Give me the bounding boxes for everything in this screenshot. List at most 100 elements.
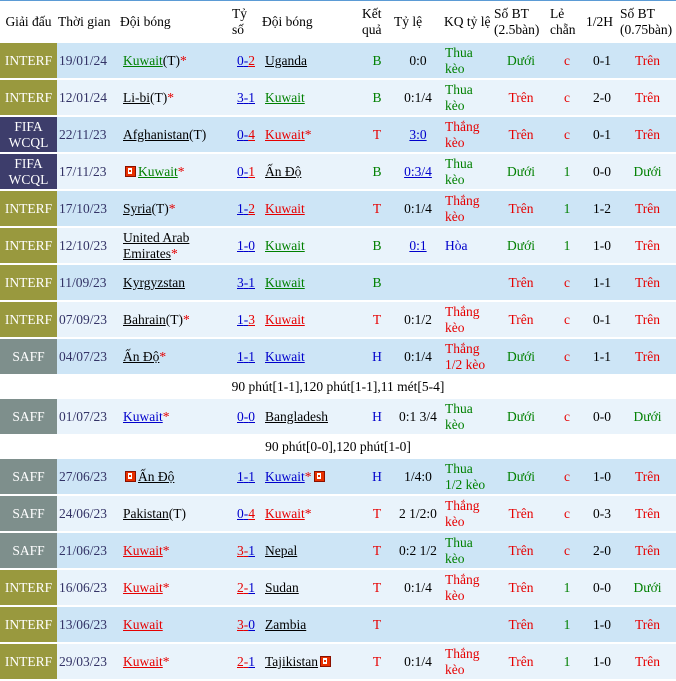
- score-link[interactable]: 1-2: [237, 201, 255, 216]
- score-link[interactable]: 3-1: [237, 275, 255, 290]
- score-link[interactable]: 1-0: [237, 238, 255, 253]
- home-team-link[interactable]: Li-bi: [123, 89, 150, 105]
- score-away: 1: [248, 274, 255, 290]
- away-team-link[interactable]: Ấn Độ: [265, 163, 302, 179]
- odd-even-value: c: [549, 532, 585, 570]
- score-home: 2: [237, 653, 244, 669]
- away-team-cell: Sudan: [261, 569, 361, 607]
- match-date: 12/10/23: [57, 227, 119, 265]
- match-date: 17/11/23: [57, 153, 119, 191]
- home-away-star: *: [180, 52, 187, 68]
- score-link[interactable]: 0-2: [237, 53, 255, 68]
- home-team-link[interactable]: Syria: [123, 200, 152, 216]
- away-team-link[interactable]: Kuwait: [265, 505, 305, 521]
- home-team-link[interactable]: Kuwait: [138, 163, 178, 179]
- match-date: 27/06/23: [57, 458, 119, 496]
- score-link[interactable]: 3-0: [237, 617, 255, 632]
- odd-even-value: 1: [549, 643, 585, 681]
- away-team-link[interactable]: Kuwait: [265, 126, 305, 142]
- half-time-score: 1-1: [585, 264, 619, 302]
- away-team-link[interactable]: Kuwait: [265, 311, 305, 327]
- home-away-star: *: [162, 653, 170, 669]
- match-date: 07/09/23: [57, 301, 119, 339]
- score-link[interactable]: 0-4: [237, 506, 255, 521]
- home-team-cell: Kuwait*: [119, 153, 231, 191]
- score-link[interactable]: 0-0: [237, 409, 255, 424]
- goals-0-75-value: Dưới: [619, 398, 676, 436]
- away-team-link[interactable]: Kuwait: [265, 274, 305, 290]
- home-team-link[interactable]: Kuwait: [123, 616, 163, 632]
- score-cell: 3-0: [231, 606, 261, 644]
- goals-0-75-value: Trên: [619, 79, 676, 117]
- home-team-link[interactable]: Kuwait: [123, 408, 163, 424]
- odds-ratio-link[interactable]: 0:3/4: [404, 163, 432, 179]
- red-card-icon: [125, 470, 136, 482]
- home-team-link[interactable]: Kuwait: [123, 52, 163, 68]
- away-team-link[interactable]: Kuwait: [265, 237, 305, 253]
- ratio-result: [443, 606, 493, 644]
- score-link[interactable]: 1-1: [237, 349, 255, 364]
- score-away: 0: [248, 408, 255, 424]
- score-link[interactable]: 2-1: [237, 654, 255, 669]
- score-home: 0: [237, 126, 244, 142]
- away-team-link[interactable]: Sudan: [265, 579, 299, 595]
- home-away-star: *: [168, 200, 176, 216]
- extra-time-note: 90 phút[0-0],120 phút[1-0]: [0, 435, 676, 459]
- score-link[interactable]: 3-1: [237, 90, 255, 105]
- goals-2-5-value: Trên: [493, 116, 549, 154]
- match-row: FIFA WCQL 17/11/23 Kuwait* 0-1 Ấn Độ B 0:3/4 Th…: [0, 153, 676, 191]
- away-team-link[interactable]: Bangladesh: [265, 408, 328, 424]
- score-dash: -: [243, 126, 249, 142]
- half-time-score: 1-0: [585, 643, 619, 681]
- score-dash: -: [243, 616, 249, 632]
- ratio-result: Thắng kèo: [443, 116, 493, 154]
- home-team-link[interactable]: Kuwait: [123, 579, 163, 595]
- result-letter: H: [361, 458, 393, 496]
- goals-2-5-value: Trên: [493, 79, 549, 117]
- goals-0-75-value: Trên: [619, 495, 676, 533]
- home-team-link[interactable]: Kyrgyzstan: [123, 274, 185, 290]
- score-link[interactable]: 1-3: [237, 312, 255, 327]
- away-team-link[interactable]: Nepal: [265, 542, 298, 558]
- home-team-link[interactable]: Kuwait: [123, 542, 163, 558]
- goals-2-5-value: Trên: [493, 606, 549, 644]
- score-link[interactable]: 2-1: [237, 580, 255, 595]
- odds-ratio-link[interactable]: 3:0: [409, 126, 427, 142]
- goals-2-5-value: Dưới: [493, 227, 549, 265]
- half-time-score: 0-3: [585, 495, 619, 533]
- away-team-link[interactable]: Zambia: [265, 616, 307, 632]
- home-team-link[interactable]: United Arab Emirates: [123, 229, 190, 261]
- odd-even-value: c: [549, 398, 585, 436]
- away-team-link[interactable]: Kuwait: [265, 200, 305, 216]
- red-card-icon: [313, 470, 325, 482]
- match-row: INTERF 19/01/24 Kuwait(T)* 0-2 Uganda B 0:0 Thu…: [0, 43, 676, 80]
- away-team-link[interactable]: Kuwait: [265, 348, 305, 364]
- odds-ratio-link[interactable]: 0:1: [409, 237, 427, 253]
- away-team-link[interactable]: Tajikistan: [265, 653, 319, 669]
- home-team-cell: Kuwait*: [119, 398, 231, 436]
- score-link[interactable]: 0-1: [237, 164, 255, 179]
- ratio-result: Thắng kèo: [443, 643, 493, 681]
- score-link[interactable]: 3-1: [237, 543, 255, 558]
- result-letter: T: [361, 190, 393, 228]
- away-team-link[interactable]: Kuwait: [265, 89, 305, 105]
- home-team-link[interactable]: Ấn Độ: [138, 468, 175, 484]
- goals-0-75-value: Trên: [619, 606, 676, 644]
- home-team-link[interactable]: Ấn Độ: [123, 348, 160, 364]
- score-link[interactable]: 1-1: [237, 469, 255, 484]
- home-team-link[interactable]: Kuwait: [123, 653, 163, 669]
- away-team-cell: Kuwait*: [261, 116, 361, 154]
- away-team-cell: Nepal: [261, 532, 361, 570]
- match-date: 12/01/24: [57, 79, 119, 117]
- match-date: 13/06/23: [57, 606, 119, 644]
- result-letter: B: [361, 264, 393, 302]
- home-team-link[interactable]: Pakistan: [123, 505, 169, 521]
- away-team-link[interactable]: Kuwait: [265, 468, 305, 484]
- away-team-link[interactable]: Uganda: [265, 52, 307, 68]
- score-link[interactable]: 0-4: [237, 127, 255, 142]
- match-date: 21/06/23: [57, 532, 119, 570]
- home-team-link[interactable]: Bahrain: [123, 311, 166, 327]
- home-team-link[interactable]: Afghanistan: [123, 126, 189, 142]
- odds-ratio-cell: [393, 264, 443, 302]
- column-header-goals-2-5: Số BT (2.5bàn): [493, 0, 549, 43]
